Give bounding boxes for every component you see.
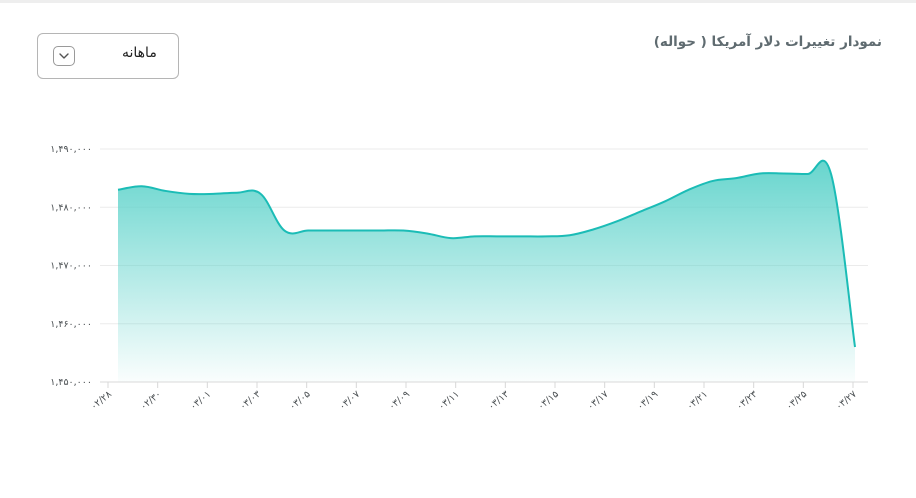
x-axis [100, 381, 868, 388]
y-tick-label: ۱,۴۹۰,۰۰۰ [50, 144, 92, 155]
y-axis-labels: ۱,۴۵۰,۰۰۰ ۱,۴۶۰,۰۰۰ ۱,۴۷۰,۰۰۰ ۱,۴۸۰,۰۰۰ ۱,۴۹… [50, 144, 92, 388]
x-tick-label: ۰۳/۱۹ [635, 389, 660, 413]
x-tick-label: ۰۳/۲۱ [685, 389, 710, 413]
x-tick-label: ۰۳/۲۷ [834, 389, 859, 413]
x-tick-label: ۰۳/۰۵ [287, 389, 312, 413]
area-fill [118, 160, 855, 382]
x-tick-label: ۰۲/۲۸ [89, 389, 114, 413]
x-axis-labels: ۰۲/۲۸ ۰۲/۳۰ ۰۳/۰۱ ۰۳/۰۳ ۰۳/۰۵ ۰۳/۰۷ ۰۳/۰۹ ۰۳/۱۱… [89, 389, 859, 413]
top-divider [0, 0, 916, 3]
area-series [117, 159, 856, 382]
x-tick-label: ۰۲/۳۰ [138, 389, 163, 413]
x-tick-label: ۰۳/۰۳ [238, 389, 263, 413]
y-tick-label: ۱,۴۷۰,۰۰۰ [50, 261, 92, 272]
x-tick-label: ۰۳/۲۵ [784, 389, 809, 413]
x-tick-label: ۰۳/۰۱ [188, 389, 213, 413]
y-tick-label: ۱,۴۸۰,۰۰۰ [50, 202, 92, 213]
x-tick-label: ۰۳/۱۳ [486, 389, 511, 413]
y-tick-label: ۱,۴۵۰,۰۰۰ [50, 377, 92, 388]
period-select-value: ماهانه [122, 45, 157, 61]
period-select[interactable]: ماهانه [37, 33, 179, 79]
x-tick-label: ۰۳/۱۵ [536, 389, 561, 413]
x-tick-label: ۰۳/۱۱ [436, 389, 461, 413]
x-tick-label: ۰۳/۱۷ [585, 389, 610, 413]
x-tick-label: ۰۳/۲۳ [734, 389, 759, 413]
y-tick-label: ۱,۴۶۰,۰۰۰ [50, 319, 92, 330]
x-tick-label: ۰۳/۰۷ [337, 389, 362, 413]
chart-title: نمودار تغییرات دلار آمریکا ( حواله) [653, 34, 882, 50]
series-line [117, 159, 856, 348]
x-tick-label: ۰۳/۰۹ [387, 389, 412, 413]
chevron-down-icon[interactable] [53, 46, 75, 66]
